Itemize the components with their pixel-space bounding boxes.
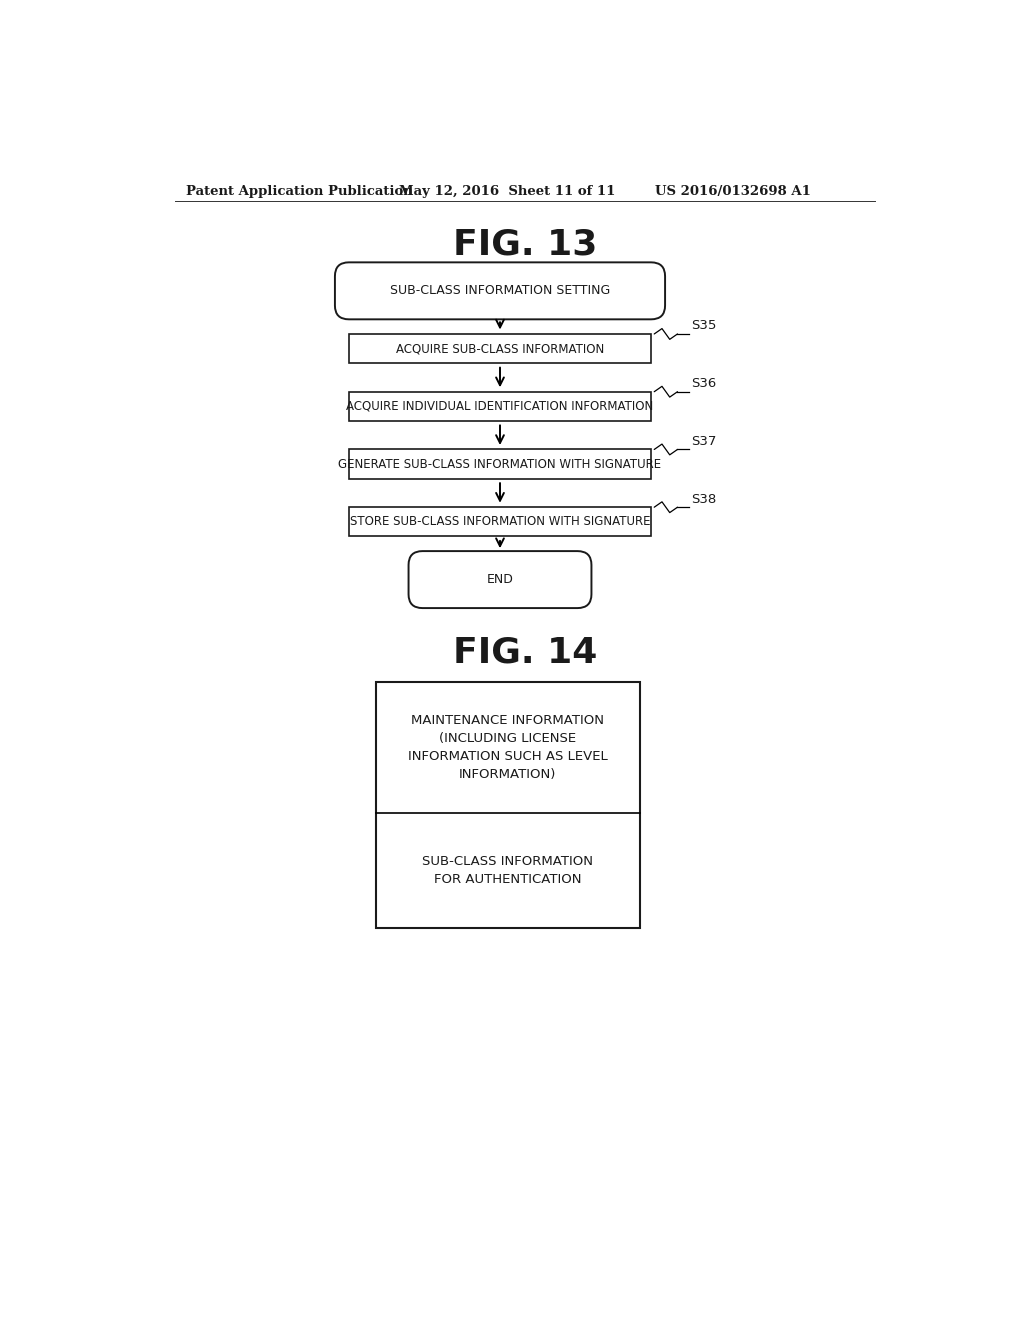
Text: US 2016/0132698 A1: US 2016/0132698 A1 bbox=[655, 185, 811, 198]
Text: Patent Application Publication: Patent Application Publication bbox=[186, 185, 413, 198]
Text: S36: S36 bbox=[691, 378, 717, 391]
Text: END: END bbox=[486, 573, 513, 586]
Bar bbox=[349, 507, 651, 536]
Text: S35: S35 bbox=[691, 319, 717, 333]
Bar bbox=[349, 392, 651, 421]
Text: FIG. 13: FIG. 13 bbox=[453, 227, 597, 261]
Text: ACQUIRE INDIVIDUAL IDENTIFICATION INFORMATION: ACQUIRE INDIVIDUAL IDENTIFICATION INFORM… bbox=[346, 400, 653, 413]
Text: MAINTENANCE INFORMATION
(INCLUDING LICENSE
INFORMATION SUCH AS LEVEL
INFORMATION: MAINTENANCE INFORMATION (INCLUDING LICEN… bbox=[408, 714, 607, 781]
Text: STORE SUB-CLASS INFORMATION WITH SIGNATURE: STORE SUB-CLASS INFORMATION WITH SIGNATU… bbox=[350, 515, 650, 528]
Text: S37: S37 bbox=[691, 434, 717, 447]
Text: SUB-CLASS INFORMATION
FOR AUTHENTICATION: SUB-CLASS INFORMATION FOR AUTHENTICATION bbox=[422, 855, 593, 886]
FancyBboxPatch shape bbox=[409, 552, 592, 609]
Text: GENERATE SUB-CLASS INFORMATION WITH SIGNATURE: GENERATE SUB-CLASS INFORMATION WITH SIGN… bbox=[339, 458, 662, 471]
FancyBboxPatch shape bbox=[335, 263, 665, 319]
Text: May 12, 2016  Sheet 11 of 11: May 12, 2016 Sheet 11 of 11 bbox=[399, 185, 615, 198]
Bar bbox=[349, 334, 651, 363]
Text: S38: S38 bbox=[691, 492, 717, 506]
Bar bbox=[349, 449, 651, 479]
Bar bbox=[376, 682, 640, 928]
Text: FIG. 14: FIG. 14 bbox=[453, 636, 597, 669]
Text: SUB-CLASS INFORMATION SETTING: SUB-CLASS INFORMATION SETTING bbox=[390, 284, 610, 297]
Text: ACQUIRE SUB-CLASS INFORMATION: ACQUIRE SUB-CLASS INFORMATION bbox=[396, 342, 604, 355]
